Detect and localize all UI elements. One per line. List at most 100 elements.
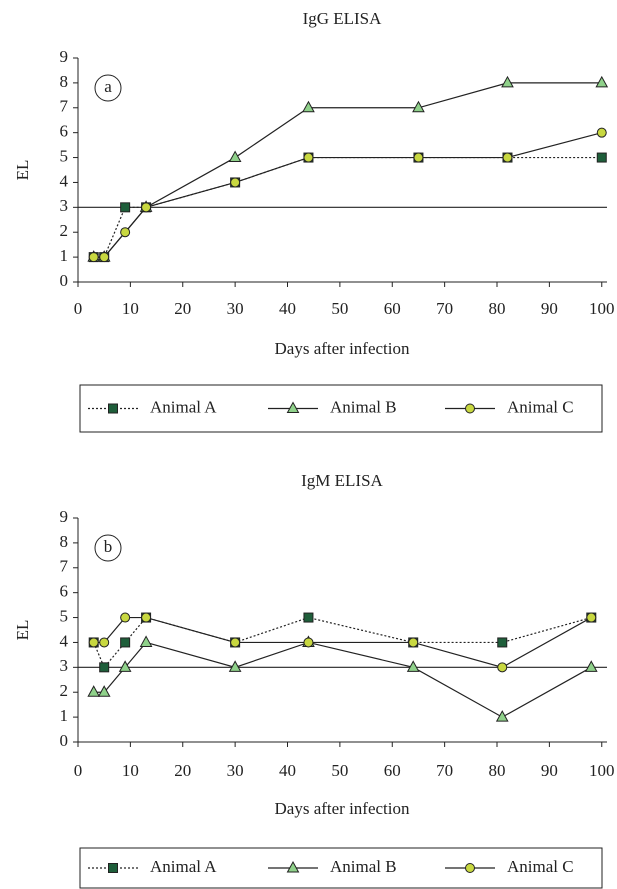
x-tick-label: 90	[541, 299, 558, 318]
panel-label: a	[104, 77, 112, 96]
marker-circle	[413, 152, 424, 163]
marker-triangle	[406, 660, 420, 672]
legend-label: Animal B	[330, 397, 397, 416]
marker-square	[99, 662, 110, 673]
marker-triangle	[87, 685, 101, 697]
series-line	[93, 641, 592, 718]
legend-label: Animal C	[507, 397, 574, 416]
marker-circle	[497, 662, 508, 673]
x-tick-label: 30	[227, 761, 244, 780]
marker-circle	[596, 127, 607, 138]
x-tick-label: 20	[174, 761, 191, 780]
y-tick-label: 3	[60, 656, 69, 675]
x-tick-label: 80	[489, 761, 506, 780]
x-axis-label: Days after infection	[275, 339, 410, 358]
marker-circle	[303, 152, 314, 163]
legend-label: Animal B	[330, 857, 397, 876]
legend-marker	[465, 403, 475, 414]
legend-marker	[286, 860, 300, 873]
marker-circle	[99, 252, 110, 263]
panel-label: b	[104, 537, 113, 556]
x-tick-label: 10	[122, 761, 139, 780]
marker-circle	[120, 612, 131, 623]
legend-box	[79, 384, 603, 433]
marker-triangle	[228, 660, 242, 672]
y-tick-label: 0	[60, 271, 69, 290]
marker-square	[303, 612, 314, 623]
marker-square	[120, 202, 131, 213]
marker-triangle	[584, 660, 598, 672]
marker-circle	[303, 637, 314, 648]
y-tick-label: 0	[60, 731, 69, 750]
panel-label-circle	[94, 74, 122, 102]
y-tick-label: 4	[60, 171, 69, 190]
x-tick-label: 0	[74, 761, 83, 780]
marker-triangle	[118, 660, 132, 672]
y-tick-label: 3	[60, 196, 69, 215]
y-tick-label: 6	[60, 122, 69, 141]
series-line	[93, 132, 602, 258]
marker-circle	[502, 152, 513, 163]
chart-title: IgG ELISA	[303, 9, 383, 28]
x-tick-label: 40	[279, 761, 296, 780]
x-tick-label: 80	[489, 299, 506, 318]
marker-triangle	[97, 685, 111, 697]
y-axis-label: EL	[13, 620, 32, 641]
x-tick-label: 40	[279, 299, 296, 318]
y-tick-label: 7	[60, 557, 69, 576]
series-line	[93, 82, 602, 258]
y-tick-label: 5	[60, 146, 69, 165]
legend-marker	[108, 403, 118, 414]
y-tick-label: 2	[60, 681, 69, 700]
y-tick-label: 8	[60, 532, 69, 551]
marker-circle	[586, 612, 597, 623]
legend-label: Animal A	[150, 397, 217, 416]
x-tick-label: 60	[384, 299, 401, 318]
marker-square	[497, 637, 508, 648]
x-tick-label: 10	[122, 299, 139, 318]
x-tick-label: 50	[331, 299, 348, 318]
x-tick-label: 70	[436, 299, 453, 318]
legend-marker	[108, 863, 118, 873]
x-tick-label: 20	[174, 299, 191, 318]
legend-label: Animal A	[150, 857, 217, 876]
y-tick-label: 6	[60, 582, 69, 601]
chart-title: IgM ELISA	[301, 471, 383, 490]
marker-triangle	[495, 710, 509, 722]
panel-label-circle	[94, 534, 122, 562]
marker-circle	[88, 637, 99, 648]
y-axis-label: EL	[13, 160, 32, 181]
legend-marker	[286, 401, 300, 413]
marker-circle	[99, 637, 110, 648]
legend-label: Animal C	[507, 857, 574, 876]
marker-triangle	[302, 100, 315, 113]
marker-circle	[230, 177, 241, 188]
y-tick-label: 5	[60, 606, 69, 625]
x-tick-label: 60	[384, 761, 401, 780]
legend-box	[79, 847, 603, 889]
marker-circle	[141, 202, 152, 213]
x-tick-label: 100	[589, 299, 615, 318]
series-line	[93, 616, 592, 668]
y-tick-label: 2	[60, 221, 69, 240]
marker-triangle	[595, 75, 609, 88]
x-tick-label: 70	[436, 761, 453, 780]
y-tick-label: 4	[60, 631, 69, 650]
marker-circle	[88, 252, 99, 263]
y-tick-label: 1	[60, 246, 69, 265]
marker-triangle	[139, 635, 153, 647]
marker-square	[120, 637, 131, 648]
marker-circle	[230, 637, 241, 648]
x-tick-label: 50	[331, 761, 348, 780]
y-tick-label: 7	[60, 97, 69, 116]
x-tick-label: 0	[74, 299, 83, 318]
marker-circle	[120, 227, 131, 238]
legend-marker	[465, 863, 475, 873]
x-axis-label: Days after infection	[275, 799, 410, 818]
marker-triangle	[412, 100, 425, 113]
marker-circle	[141, 612, 152, 623]
y-tick-label: 1	[60, 706, 69, 725]
x-tick-label: 30	[227, 299, 244, 318]
x-tick-label: 100	[589, 761, 615, 780]
